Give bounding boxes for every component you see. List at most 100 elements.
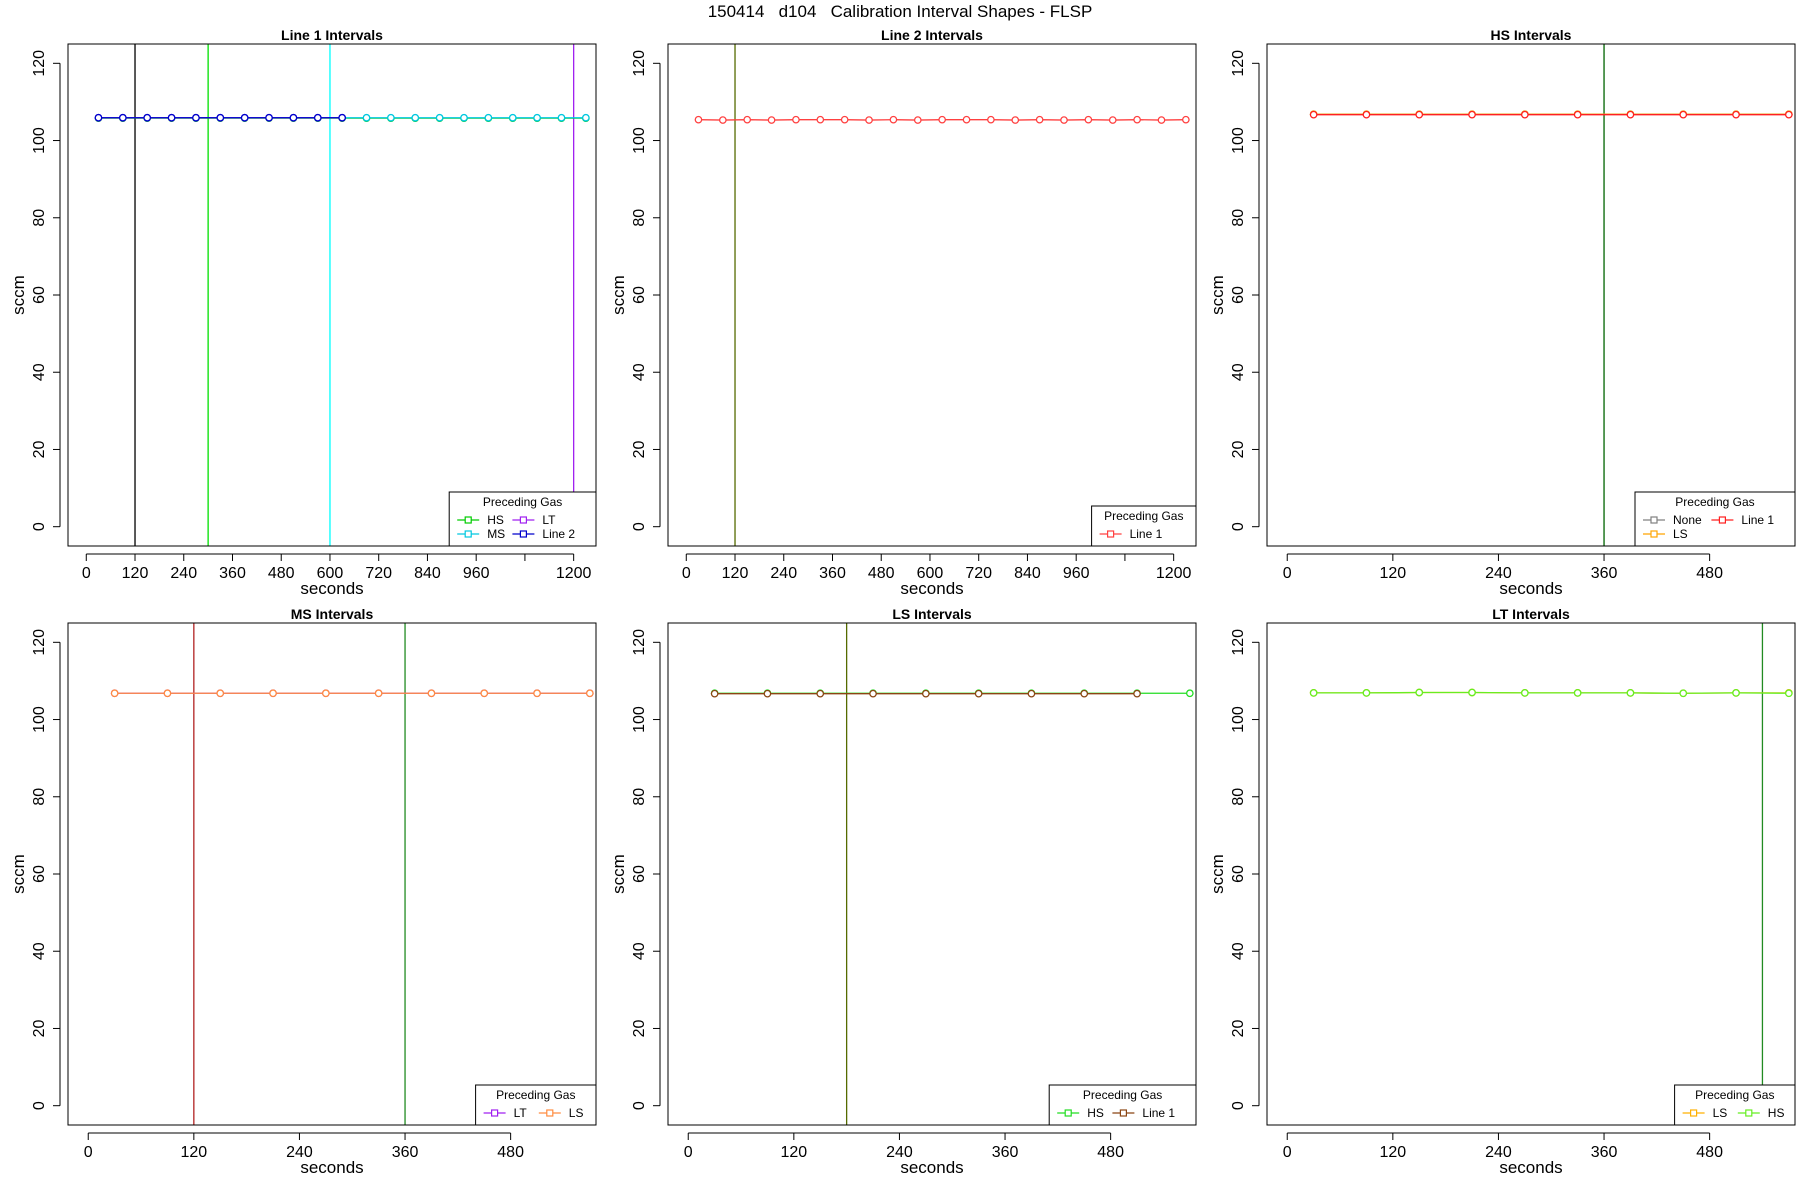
x-tick-label: 0 <box>1283 565 1292 582</box>
y-tick-label: 100 <box>631 127 648 154</box>
data-point <box>1363 111 1369 117</box>
data-point <box>923 690 929 696</box>
chart-title: LT Intervals <box>1492 606 1570 622</box>
data-point <box>744 116 750 122</box>
legend-item-hs: HS <box>487 513 504 527</box>
data-point <box>217 690 223 696</box>
y-tick-label: 0 <box>1230 1101 1247 1110</box>
y-tick-label: 20 <box>631 1019 648 1037</box>
series-line-hs <box>1314 693 1789 694</box>
y-tick-label: 0 <box>631 1101 648 1110</box>
x-axis-label: seconds <box>900 1158 963 1177</box>
legend-item-ls: LS <box>569 1106 584 1120</box>
chart-panel-6: LT Intervals0 120 240 360 480seconds02040608… <box>1208 606 1795 1177</box>
legend-item-none: None <box>1673 513 1702 527</box>
y-tick-label: 0 <box>31 1101 48 1110</box>
data-point <box>1158 117 1164 123</box>
x-tick-label: 480 <box>1696 1144 1723 1161</box>
x-tick-label: 120 <box>780 1144 807 1161</box>
y-tick-label: 60 <box>31 286 48 304</box>
data-point <box>1363 690 1369 696</box>
legend-swatch-marker <box>1120 1110 1126 1116</box>
x-tick-label: 120 <box>1379 565 1406 582</box>
legend-swatch-marker <box>1651 531 1657 537</box>
data-point <box>695 116 701 122</box>
legend-swatch-marker <box>1719 517 1725 523</box>
y-tick-label: 100 <box>1230 127 1247 154</box>
legend-item-hs: HS <box>1087 1106 1104 1120</box>
data-point <box>1187 690 1193 696</box>
y-axis-label: sccm <box>609 275 628 315</box>
x-tick-label: 480 <box>868 565 895 582</box>
legend-swatch-marker <box>492 1110 498 1116</box>
y-tick-label: 80 <box>631 788 648 806</box>
data-point <box>412 115 418 121</box>
legend-title: Preceding Gas <box>1675 495 1754 509</box>
chart-panel-1: Line 1 Intervals0 120 240 360 480 600 720 840 96… <box>9 27 596 598</box>
legend: Preceding Gas Line 1 <box>1092 506 1196 546</box>
data-point <box>583 115 589 121</box>
data-point <box>217 115 223 121</box>
data-point <box>711 690 717 696</box>
data-point <box>534 690 540 696</box>
x-tick-label: 0 <box>1283 1144 1292 1161</box>
plot-frame <box>68 623 596 1125</box>
data-point <box>290 115 296 121</box>
legend-swatch-marker <box>1108 531 1114 537</box>
x-tick-label: 120 <box>122 565 149 582</box>
legend-item-hs: HS <box>1768 1106 1785 1120</box>
y-tick-label: 120 <box>31 629 48 656</box>
data-point <box>461 115 467 121</box>
data-point <box>481 690 487 696</box>
x-tick-label: 240 <box>170 565 197 582</box>
y-tick-label: 40 <box>31 363 48 381</box>
data-point <box>164 690 170 696</box>
x-tick-label: 360 <box>992 1144 1019 1161</box>
y-tick-label: 120 <box>1230 50 1247 77</box>
data-point <box>1680 111 1686 117</box>
legend-item-line-1: Line 1 <box>1741 513 1774 527</box>
y-axis-label: sccm <box>9 275 28 315</box>
data-point <box>1310 690 1316 696</box>
y-tick-label: 60 <box>631 286 648 304</box>
data-point <box>241 115 247 121</box>
legend: Preceding GasLS HS <box>1675 1085 1795 1125</box>
plot-frame <box>668 623 1196 1125</box>
data-point <box>764 690 770 696</box>
chart-title: HS Intervals <box>1491 27 1572 43</box>
y-tick-label: 20 <box>1230 1019 1247 1037</box>
data-point <box>1183 116 1189 122</box>
x-tick-label: 360 <box>1591 1144 1618 1161</box>
y-tick-label: 100 <box>31 706 48 733</box>
legend-swatch-marker <box>465 517 471 523</box>
legend: Preceding GasHS Line 1 <box>1049 1085 1196 1125</box>
plot-frame <box>1267 623 1795 1125</box>
data-point <box>339 115 345 121</box>
data-point <box>1416 111 1422 117</box>
data-point <box>1081 690 1087 696</box>
data-point <box>1574 690 1580 696</box>
y-tick-label: 60 <box>1230 865 1247 883</box>
x-axis-label: seconds <box>300 579 363 598</box>
x-axis-label: seconds <box>1499 1158 1562 1177</box>
legend-swatch-marker <box>520 531 526 537</box>
chart-panel-4: MS Intervals 0 120 240 360 480 seconds 0 20 40 60 8… <box>9 606 596 1177</box>
data-point <box>1061 117 1067 123</box>
data-point <box>1627 690 1633 696</box>
data-point <box>1469 111 1475 117</box>
chart-title: MS Intervals <box>291 606 374 622</box>
data-point <box>720 117 726 123</box>
data-point <box>1786 690 1792 696</box>
data-point <box>1786 111 1792 117</box>
data-point <box>436 115 442 121</box>
chart-title: Line 1 Intervals <box>281 27 383 43</box>
legend-swatch-marker <box>1691 1110 1697 1116</box>
data-point <box>144 115 150 121</box>
x-tick-label: 0 <box>682 565 691 582</box>
data-point <box>1733 111 1739 117</box>
data-point <box>266 115 272 121</box>
